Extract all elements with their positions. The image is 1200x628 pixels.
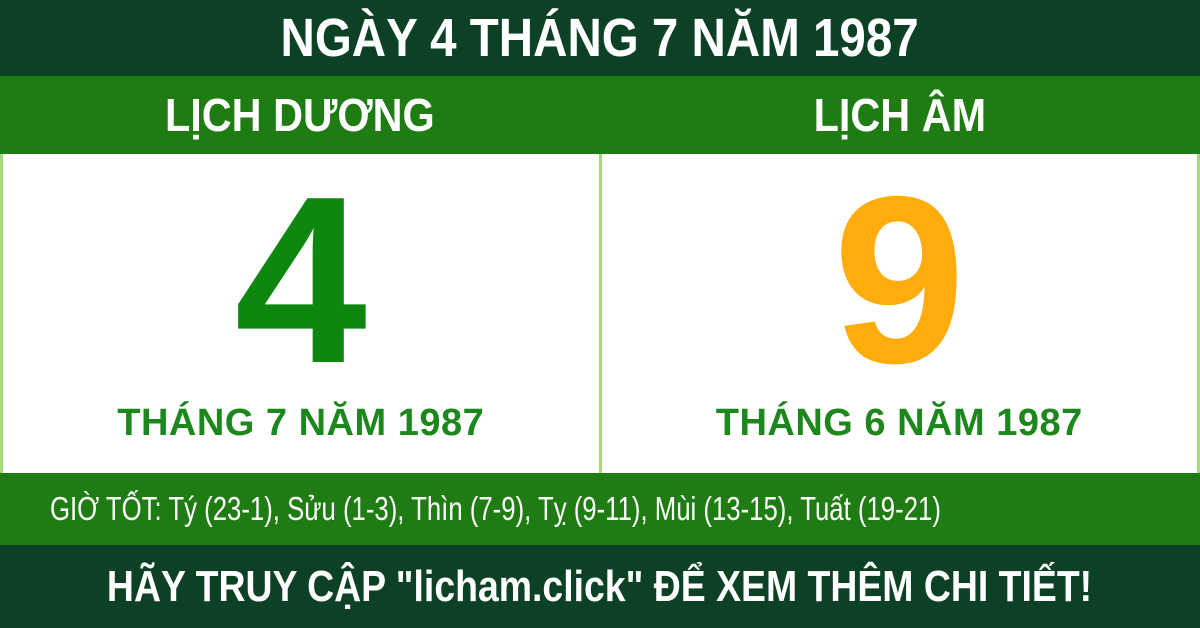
calendar-panels: 4 THÁNG 7 NĂM 1987 9 THÁNG 6 NĂM 1987 bbox=[0, 154, 1200, 473]
date-title: NGÀY 4 THÁNG 7 NĂM 1987 bbox=[280, 8, 920, 68]
panel-divider bbox=[598, 154, 602, 473]
lunar-day-number: 9 bbox=[833, 147, 966, 413]
solar-month-label: THÁNG 7 NĂM 1987 bbox=[117, 402, 485, 444]
footer-cta-bar: HÃY TRUY CẬP "licham.click" ĐỂ XEM THÊM … bbox=[0, 545, 1200, 628]
solar-calendar-header-label: LỊCH DƯƠNG bbox=[165, 89, 435, 141]
calendar-type-header-bar: LỊCH DƯƠNG LỊCH ÂM bbox=[0, 76, 1200, 154]
lunar-month-label: THÁNG 6 NĂM 1987 bbox=[715, 402, 1083, 444]
good-hours-bar: GIỜ TỐT: Tý (23-1), Sửu (1-3), Thìn (7-9… bbox=[0, 473, 1200, 545]
lunar-panel: 9 THÁNG 6 NĂM 1987 bbox=[602, 154, 1198, 473]
solar-day-number: 4 bbox=[234, 147, 367, 413]
lunar-calendar-header: LỊCH ÂM bbox=[600, 76, 1200, 154]
good-hours-text: GIỜ TỐT: Tý (23-1), Sửu (1-3), Thìn (7-9… bbox=[50, 490, 941, 527]
date-header-bar: NGÀY 4 THÁNG 7 NĂM 1987 bbox=[0, 0, 1200, 76]
solar-panel: 4 THÁNG 7 NĂM 1987 bbox=[3, 154, 599, 473]
cta-text: HÃY TRUY CẬP "licham.click" ĐỂ XEM THÊM … bbox=[107, 561, 1093, 611]
solar-calendar-header: LỊCH DƯƠNG bbox=[0, 76, 600, 154]
lunar-calendar-header-label: LỊCH ÂM bbox=[813, 89, 987, 141]
